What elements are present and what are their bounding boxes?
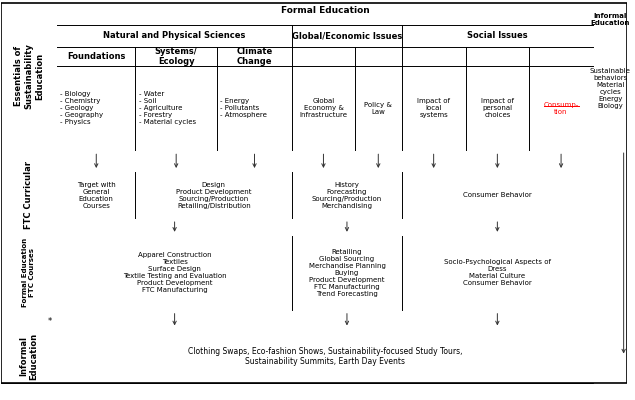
Text: History
Forecasting
Sourcing/Production
Merchandising: History Forecasting Sourcing/Production … xyxy=(312,182,382,208)
Text: Foundations: Foundations xyxy=(67,52,126,61)
Text: Impact of
personal
choices: Impact of personal choices xyxy=(481,98,514,118)
FancyBboxPatch shape xyxy=(1,172,57,218)
FancyBboxPatch shape xyxy=(1,3,627,383)
Text: - Water
- Soil
- Agriculture
- Forestry
- Material cycles: - Water - Soil - Agriculture - Forestry … xyxy=(138,91,196,125)
Text: - Energy
- Pollutants
- Atmosphere: - Energy - Pollutants - Atmosphere xyxy=(220,98,267,118)
Text: Social Issues: Social Issues xyxy=(467,31,528,40)
Text: Formal Education: Formal Education xyxy=(281,6,370,15)
Text: *: * xyxy=(48,317,51,326)
Text: - Biology
- Chemistry
- Geology
- Geography
- Physics: - Biology - Chemistry - Geology - Geogra… xyxy=(60,91,104,125)
Text: Climate
Change: Climate Change xyxy=(236,47,272,66)
Text: Global/Economic Issues: Global/Economic Issues xyxy=(292,31,402,40)
Text: FTC Curricular: FTC Curricular xyxy=(24,161,34,229)
FancyBboxPatch shape xyxy=(1,3,57,150)
Text: Informal
Education: Informal Education xyxy=(591,13,630,26)
Text: Systems/
Ecology: Systems/ Ecology xyxy=(155,47,197,66)
Text: Formal Education
FTC Courses: Formal Education FTC Courses xyxy=(22,238,36,307)
Text: Clothing Swaps, Eco-fashion Shows, Sustainability-focused Study Tours,
Sustainab: Clothing Swaps, Eco-fashion Shows, Susta… xyxy=(188,347,462,366)
FancyBboxPatch shape xyxy=(57,236,593,310)
FancyBboxPatch shape xyxy=(57,3,593,150)
Text: Policy &
Law: Policy & Law xyxy=(364,102,392,115)
Text: Consumer Behavior: Consumer Behavior xyxy=(463,192,531,198)
FancyBboxPatch shape xyxy=(1,236,57,310)
Text: Essentials of
Sustainability
Education: Essentials of Sustainability Education xyxy=(14,44,44,109)
FancyBboxPatch shape xyxy=(1,330,57,383)
Text: Apparel Construction
Textiles
Surface Design
Textile Testing and Evaluation
Prod: Apparel Construction Textiles Surface De… xyxy=(123,252,227,293)
Text: Target with
General
Education
Courses: Target with General Education Courses xyxy=(77,182,116,208)
Text: Design
Product Development
Sourcing/Production
Retailing/Distribution: Design Product Development Sourcing/Prod… xyxy=(176,182,251,208)
Text: Consump-
tion: Consump- tion xyxy=(544,102,578,115)
Text: Informal
Education: Informal Education xyxy=(19,333,39,380)
FancyBboxPatch shape xyxy=(57,330,593,383)
Text: Sustainable
behaviors
Material
cycles
Energy
Biology: Sustainable behaviors Material cycles En… xyxy=(590,68,631,109)
FancyBboxPatch shape xyxy=(57,172,593,218)
FancyBboxPatch shape xyxy=(593,3,627,150)
Text: Socio-Psychological Aspects of
Dress
Material Culture
Consumer Behavior: Socio-Psychological Aspects of Dress Mat… xyxy=(444,259,551,286)
Text: Impact of
local
systems: Impact of local systems xyxy=(417,98,450,118)
Text: Global
Economy &
Infrastructure: Global Economy & Infrastructure xyxy=(300,98,347,118)
Text: Natural and Physical Sciences: Natural and Physical Sciences xyxy=(104,31,246,40)
Text: Retailing
Global Sourcing
Merchandise Planning
Buying
Product Development
FTC Ma: Retailing Global Sourcing Merchandise Pl… xyxy=(309,249,385,297)
